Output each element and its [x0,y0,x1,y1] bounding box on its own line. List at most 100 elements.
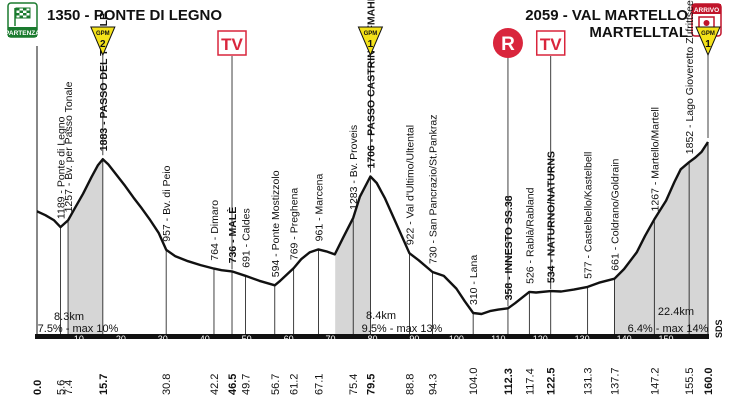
axis-tick: 50 [242,334,252,344]
km-label: 42.2 [209,374,221,395]
axis-tick: 30 [158,334,168,344]
axis-tick: 10 [74,334,84,344]
r-label: R [501,34,515,55]
r-marker: R [492,28,523,307]
waypoint-label: 736 - MALÈ [226,207,239,264]
km-label: 49.7 [240,374,252,395]
gpm-marker: GPM 1 [357,26,384,173]
climb-gradient: 7.5% - max 10% [38,323,119,335]
climb-shade-0 [68,159,103,334]
axis-tick: 120 [533,334,548,344]
axis-tick: 80 [367,334,377,344]
km-label: 0.0 [32,380,44,395]
climb-gradient: 9.5% - max 13% [362,323,443,335]
km-label: 46.5 [227,374,239,395]
km-label: 160.0 [703,367,715,395]
axis-tick: 150 [659,334,674,344]
gpm-category: 1 [705,39,711,50]
km-axis-ticks: 10 20 30 40 50 60 70 80 90 100 110 120 130 140 150 [74,334,674,344]
waypoint-label: 577 - Castelbello/Kastelbell [583,152,595,279]
km-axis-bar [35,334,709,339]
axis-tick: 40 [200,334,210,344]
gpm-category: 1 [368,39,374,50]
waypoint-label: 534 - NATURNO/NATURNS [546,151,558,283]
waypoint-label: 764 - Dimaro [209,200,221,261]
gpm-label: GPM [364,31,378,37]
axis-tick: 20 [116,334,126,344]
start-badge-label: PARTENZA [5,30,40,37]
waypoint-label: 957 - Bv. di Peio [161,165,173,241]
km-label: 7.4 [63,380,75,395]
km-label: 137.7 [609,367,621,395]
gpm-label: GPM [96,31,110,37]
waypoint-label: 358 - INNESTO SS.38 [503,195,515,300]
km-label: 112.3 [503,368,515,395]
axis-tick: 90 [409,334,419,344]
gpm-marker: GPM 1 [695,26,721,138]
waypoint-label: 661 - Coldrano/Goldrain [609,158,621,270]
waypoint-label: 1267 - Martello/Martell [649,107,661,211]
axis-tick: 100 [449,334,464,344]
km-label: 5.6 [55,380,67,395]
axis-tick: 130 [575,334,590,344]
finish-title-1: 2059 - VAL MARTELLO [525,7,688,24]
tv-marker: TV [535,30,566,290]
climb-length: 8.4km [366,310,396,322]
start-title: 1350 - PONTE DI LEGNO [47,7,222,24]
axis-tick: 140 [617,334,632,344]
km-label: 104.0 [468,367,480,395]
km-label: 155.5 [684,367,696,395]
km-label: 131.3 [583,367,595,395]
tv-marker: TV [217,30,247,270]
climb-shaded-areas [68,142,708,334]
waypoint-label: 769 - Preghena [289,188,301,261]
profile-line [36,141,710,316]
climb-length: 8.3km [54,311,84,323]
km-label: 61.2 [289,374,301,395]
tv-label: TV [540,35,562,54]
waypoint-label: 922 - Val d'Ultimo/Ultental [404,125,416,245]
km-label: 67.1 [313,374,325,395]
km-label: 79.5 [365,374,377,395]
climb-length: 22.4km [658,306,694,318]
waypoint-label: 526 - Rablà/Rabland [524,187,536,283]
km-label: 56.7 [270,374,282,395]
finish-title-2: MARTELLTAL [589,24,688,41]
waypoint-label: 1257 - Bv. per Passo Tonale [63,81,75,212]
km-label: 147.2 [649,367,661,395]
waypoint-label: 1706 - PASSO CASTRIN HOFMAHDJOCH [365,0,377,169]
km-label: 30.8 [161,374,173,395]
climb-gradient: 6.4% - max 14% [628,323,709,335]
climb-shade-2 [614,142,708,334]
km-label: 75.4 [348,374,360,395]
checkered-flag-icon [14,7,31,26]
km-labels: 0.0 5.67.4 15.7 30.8 42.2 46.5 49.7 56.7 61.2 67.… [32,367,715,395]
axis-tick: 70 [326,334,336,344]
waypoint-label: 594 - Ponte Mostizzolo [270,170,282,277]
waypoint-label: 691 - Caldes [240,208,252,268]
waypoint-label: 1852 - Lago Gioveretto Zufrittsee [684,0,696,154]
km-label: 117.4 [524,368,536,395]
km-label: 88.8 [404,374,416,395]
gpm-marker: GPM 2 [90,26,116,156]
km-label: 94.3 [427,374,439,395]
start-badge: PARTENZA [5,2,40,38]
gpm-label: GPM [701,31,715,37]
km-label: 15.7 [98,374,110,395]
axis-tick: 60 [284,334,294,344]
waypoint-label: 730 - San Pancrazio/St.Pankraz [427,115,439,264]
climb-shade-1 [335,176,371,334]
waypoint-label: 1189 - Ponte di Legno [55,116,67,219]
waypoint-label: 961 - Marcena [313,174,325,242]
waypoint-label: 310 - Lana [468,255,480,305]
gpm-category: 2 [100,39,106,50]
axis-tick: 110 [491,334,505,344]
sds-mark: SDS [714,319,724,338]
tv-label: TV [221,35,243,54]
waypoint-label: 1283 - Bv. Proveis [348,125,360,210]
finish-badge-label: ARRIVO [694,7,719,14]
km-label: 122.5 [546,367,558,395]
